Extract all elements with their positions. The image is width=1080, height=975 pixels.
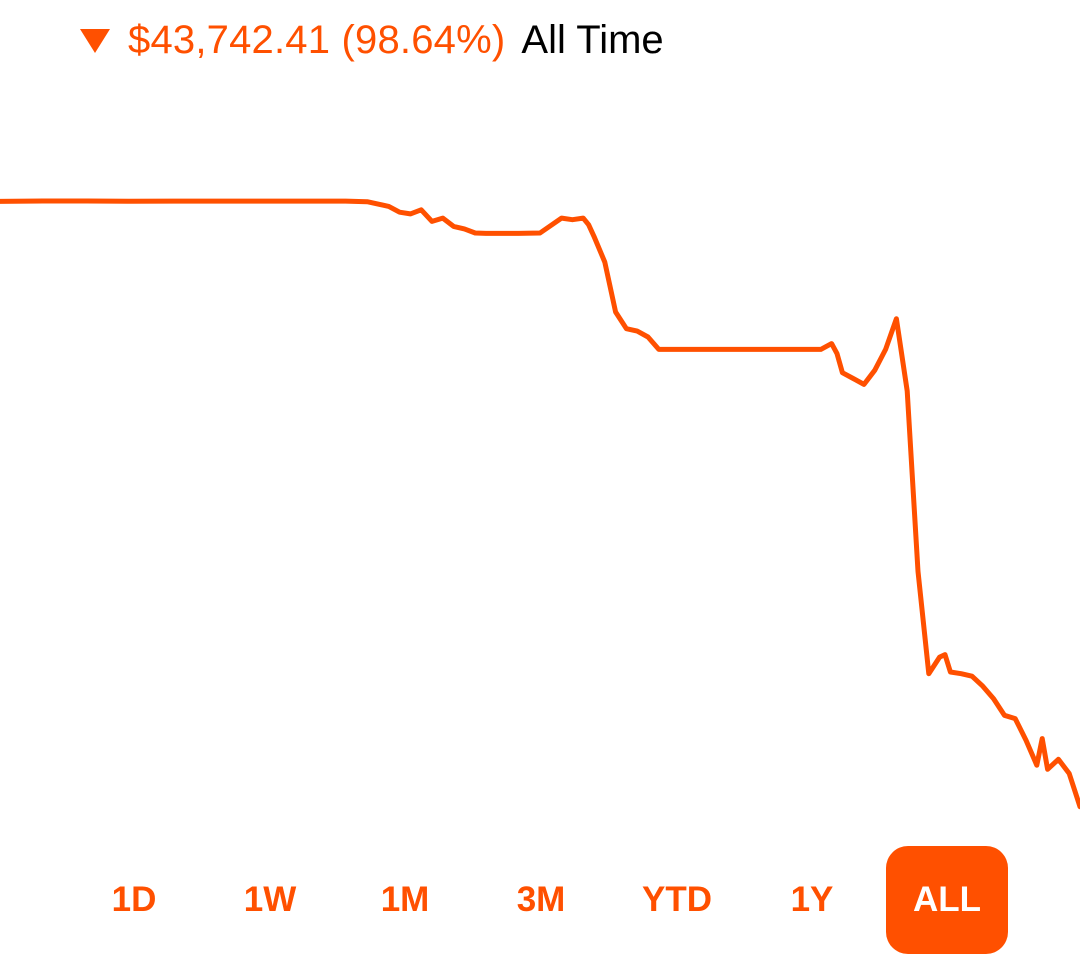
- tab-all[interactable]: ALL: [886, 846, 1008, 954]
- time-range-tabs: 1D 1W 1M 3M YTD 1Y ALL: [0, 846, 1080, 954]
- tab-label: ALL: [912, 880, 982, 919]
- tab-3m[interactable]: 3M: [487, 846, 595, 954]
- tab-label: 1M: [380, 880, 430, 919]
- tab-label: 1Y: [790, 880, 834, 919]
- tab-1d[interactable]: 1D: [80, 846, 188, 954]
- tab-1w[interactable]: 1W: [216, 846, 324, 954]
- performance-header: $43,742.41 (98.64%) All Time: [80, 10, 664, 70]
- range-label: All Time: [521, 17, 664, 62]
- tab-label: 1D: [111, 880, 157, 919]
- tab-ytd[interactable]: YTD: [616, 846, 738, 954]
- change-value: $43,742.41 (98.64%): [128, 17, 506, 62]
- performance-line-chart[interactable]: [0, 0, 1080, 840]
- tab-1y[interactable]: 1Y: [758, 846, 866, 954]
- triangle-down-icon: [80, 29, 110, 53]
- performance-line: [0, 198, 1080, 810]
- tab-1m[interactable]: 1M: [351, 846, 459, 954]
- tab-label: YTD: [642, 880, 712, 919]
- tab-label: 3M: [516, 880, 566, 919]
- tab-label: 1W: [243, 880, 297, 919]
